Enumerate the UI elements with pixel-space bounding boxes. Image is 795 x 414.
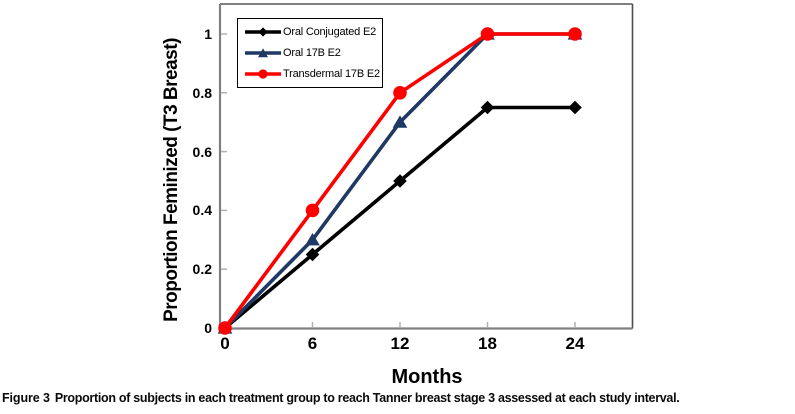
y-tick-label: 0.6: [192, 143, 212, 160]
marker-transdermal-17b-e2: [218, 321, 232, 335]
legend-sample-diamond-icon: [245, 27, 281, 37]
legend-entry-transdermal-17b-e2: Transdermal 17B E2: [245, 64, 380, 84]
marker-oral-conjugated-e2: [568, 100, 582, 115]
y-tick-label: 0.2: [192, 261, 212, 278]
x-tick-label: 18: [478, 334, 497, 353]
marker-transdermal-17b-e2: [480, 27, 495, 41]
figure-caption: Figure 3 Proportion of subjects in each t…: [2, 391, 794, 409]
marker-oral-conjugated-e2: [393, 174, 407, 188]
y-tick-label: 0.8: [192, 84, 212, 101]
marker-transdermal-17b-e2: [305, 203, 320, 218]
y-tick-label: 1: [204, 26, 212, 42]
marker-oral-17b-e2: [305, 233, 320, 246]
marker-transdermal-17b-e2: [568, 27, 582, 41]
legend-sample-circle-icon: [245, 69, 281, 79]
x-tick-label: 24: [565, 334, 585, 353]
legend-label-transdermal-17b-e2: Transdermal 17B E2: [283, 67, 380, 80]
legend-sample-triangle-icon: [245, 48, 281, 58]
marker-transdermal-17b-e2: [393, 86, 407, 100]
series-line-oral-conjugated-e2: [223, 105, 575, 330]
figure-caption-text: Proportion of subjects in each treatment…: [54, 391, 680, 405]
x-axis-title: Months: [391, 366, 463, 388]
legend-label-oral-17b-e2: Oral 17B E2: [283, 46, 341, 59]
x-tick-label: 12: [390, 334, 410, 353]
marker-oral-conjugated-e2: [480, 100, 495, 115]
legend-label-oral-conjugated-e2: Oral Conjugated E2: [283, 26, 377, 39]
marker-oral-17b-e2: [392, 115, 408, 128]
legend-entry-oral-17b-e2: Oral 17B E2: [245, 43, 380, 63]
legend: Oral Conjugated E2 Oral 17B E2 Transdermal…: [237, 18, 383, 88]
x-tick-label: 0: [220, 334, 230, 353]
y-tick-label: 0.4: [192, 202, 212, 219]
marker-oral-conjugated-e2: [305, 247, 320, 262]
x-tick-label: 6: [307, 334, 318, 353]
legend-entry-oral-conjugated-e2: Oral Conjugated E2: [245, 22, 380, 42]
figure-caption-prefix: Figure 3: [2, 391, 50, 405]
y-tick-label: 0: [204, 320, 212, 336]
